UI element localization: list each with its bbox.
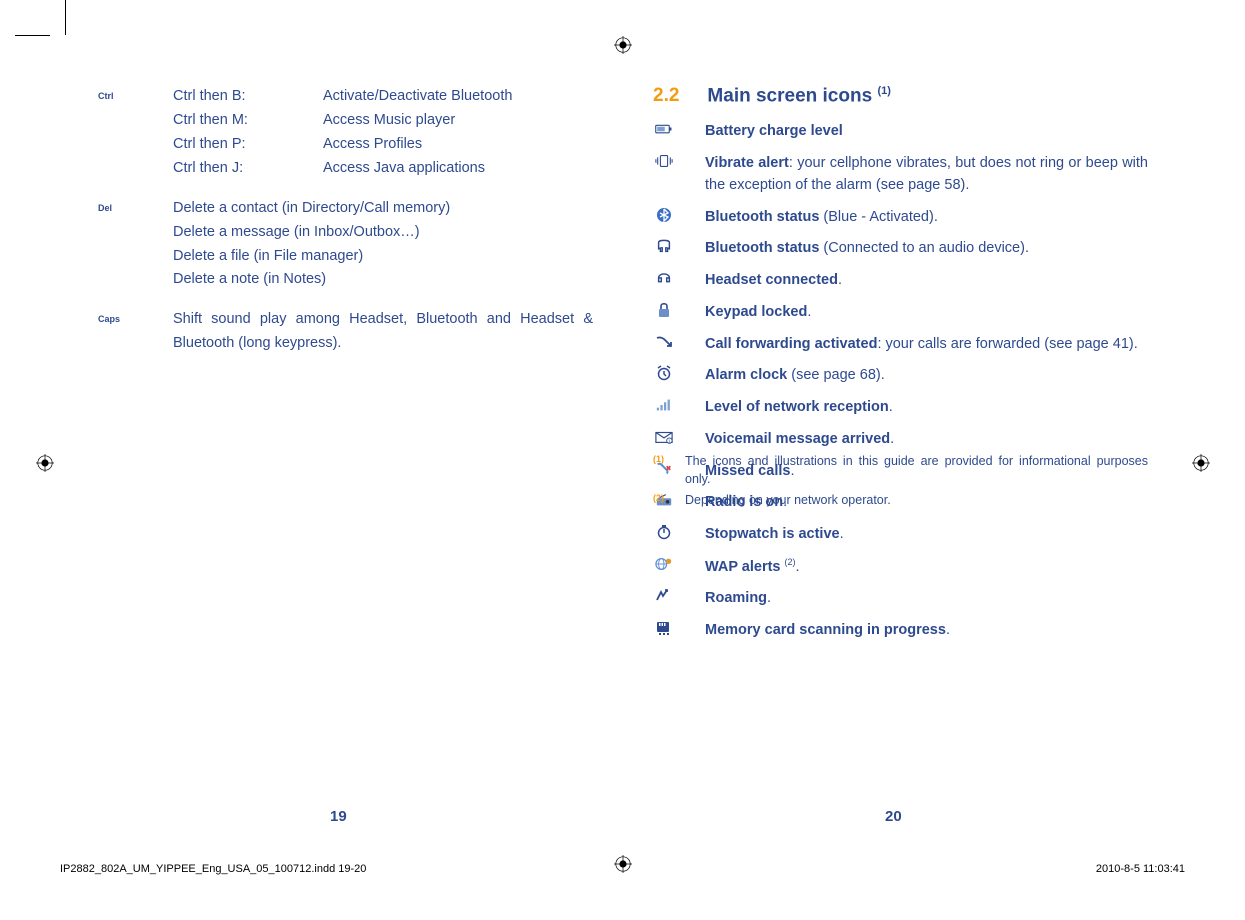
del-line: Delete a note (in Notes)	[173, 268, 593, 292]
icon-list: Battery charge level Vibrate alert: your…	[653, 121, 1148, 642]
icon-description: Bluetooth status (Connected to an audio …	[705, 238, 1148, 260]
icon-row: Keypad locked.	[653, 302, 1148, 324]
headset-icon	[653, 270, 705, 292]
icon-description: Voicemail message arrived.	[705, 429, 1148, 451]
icon-description: Headset connected.	[705, 270, 1148, 292]
section-header: 2.2 Main screen icons (1)	[653, 85, 1148, 107]
icon-row: Level of network reception.	[653, 397, 1148, 419]
icon-description: Roaming.	[705, 588, 1148, 610]
caps-text: Shift sound play among Headset, Bluetoot…	[173, 308, 593, 356]
shortcut-key: Ctrl then J:	[173, 157, 323, 181]
icon-description: Level of network reception.	[705, 397, 1148, 419]
icon-row: Bluetooth status (Connected to an audio …	[653, 238, 1148, 260]
footnote: (2)Depending on your network operator.	[653, 491, 1148, 510]
icon-description: Alarm clock (see page 68).	[705, 365, 1148, 387]
battery-icon	[653, 121, 705, 143]
shortcut-line: Ctrl then J:Access Java applications	[173, 157, 593, 181]
shortcut-action: Access Profiles	[323, 133, 422, 157]
icon-row: Roaming.	[653, 588, 1148, 610]
shortcut-key: Ctrl then P:	[173, 133, 323, 157]
icon-row: Bluetooth status (Blue - Activated).	[653, 207, 1148, 229]
bt-audio-icon	[653, 238, 705, 260]
page-num-left: 19	[330, 808, 347, 825]
footnote-text: Depending on your network operator.	[685, 491, 1148, 510]
icon-description: Stopwatch is active.	[705, 524, 1148, 546]
icon-description: Vibrate alert: your cellphone vibrates, …	[705, 153, 1148, 197]
footer-filename: IP2882_802A_UM_YIPPEE_Eng_USA_05_100712.…	[60, 863, 366, 875]
shortcut-line: Ctrl then P:Access Profiles	[173, 133, 593, 157]
stopwatch-icon	[653, 524, 705, 546]
forward-icon	[653, 334, 705, 356]
del-line: Delete a message (in Inbox/Outbox…)	[173, 221, 593, 245]
icon-row: WAP alerts (2).	[653, 556, 1148, 579]
shortcut-line: Ctrl then M:Access Music player	[173, 109, 593, 133]
voicemail-icon: 1	[653, 429, 705, 451]
signal-icon	[653, 397, 705, 419]
shortcut-key: Ctrl then M:	[173, 109, 323, 133]
del-line: Delete a contact (in Directory/Call memo…	[173, 197, 593, 221]
del-block: Del Delete a contact (in Directory/Call …	[98, 197, 593, 293]
icon-description: Keypad locked.	[705, 302, 1148, 324]
icon-row: Memory card scanning in progress.	[653, 620, 1148, 642]
footnote: (1)The icons and illustrations in this g…	[653, 452, 1148, 490]
icon-row: Headset connected.	[653, 270, 1148, 292]
icon-row: Stopwatch is active.	[653, 524, 1148, 546]
alarm-icon	[653, 365, 705, 387]
page-num-right: 20	[885, 808, 902, 825]
page-right: 2.2 Main screen icons (1) Battery charge…	[653, 85, 1148, 652]
section-number: 2.2	[653, 85, 679, 107]
bt-on-icon	[653, 207, 705, 229]
icon-description: Battery charge level	[705, 121, 1148, 143]
page-left: Ctrl Ctrl then B:Activate/Deactivate Blu…	[98, 85, 593, 372]
print-footer: IP2882_802A_UM_YIPPEE_Eng_USA_05_100712.…	[60, 863, 1185, 875]
shortcut-action: Access Music player	[323, 109, 455, 133]
footnote-num: (2)	[653, 491, 685, 510]
icon-row: 1 Voicemail message arrived.	[653, 429, 1148, 451]
vibrate-icon	[653, 153, 705, 197]
reg-mark-top	[614, 36, 632, 54]
memcard-icon	[653, 620, 705, 642]
icon-row: Alarm clock (see page 68).	[653, 365, 1148, 387]
caps-block: Caps Shift sound play among Headset, Blu…	[98, 308, 593, 356]
footer-timestamp: 2010-8-5 11:03:41	[1096, 863, 1185, 875]
icon-row: Battery charge level	[653, 121, 1148, 143]
shortcut-action: Access Java applications	[323, 157, 485, 181]
ctrl-block: Ctrl Ctrl then B:Activate/Deactivate Blu…	[98, 85, 593, 181]
caps-key-label: Caps	[98, 308, 173, 356]
icon-description: Call forwarding activated: your calls ar…	[705, 334, 1148, 356]
shortcut-action: Activate/Deactivate Bluetooth	[323, 85, 512, 109]
icon-description: WAP alerts (2).	[705, 556, 1148, 579]
shortcut-key: Ctrl then B:	[173, 85, 323, 109]
icon-row: Vibrate alert: your cellphone vibrates, …	[653, 153, 1148, 197]
footnote-num: (1)	[653, 452, 685, 490]
reg-mark-right	[1192, 454, 1210, 472]
footnote-text: The icons and illustrations in this guid…	[685, 452, 1148, 490]
icon-description: Memory card scanning in progress.	[705, 620, 1148, 642]
icon-row: Call forwarding activated: your calls ar…	[653, 334, 1148, 356]
lock-icon	[653, 302, 705, 324]
footnotes: (1)The icons and illustrations in this g…	[653, 452, 1148, 512]
section-title: Main screen icons (1)	[707, 85, 890, 107]
del-key-label: Del	[98, 197, 173, 293]
shortcut-line: Ctrl then B:Activate/Deactivate Bluetoot…	[173, 85, 593, 109]
wap-icon	[653, 556, 705, 579]
roaming-icon	[653, 588, 705, 610]
reg-mark-left	[36, 454, 54, 472]
ctrl-key-label: Ctrl	[98, 85, 173, 181]
icon-description: Bluetooth status (Blue - Activated).	[705, 207, 1148, 229]
del-line: Delete a file (in File manager)	[173, 245, 593, 269]
